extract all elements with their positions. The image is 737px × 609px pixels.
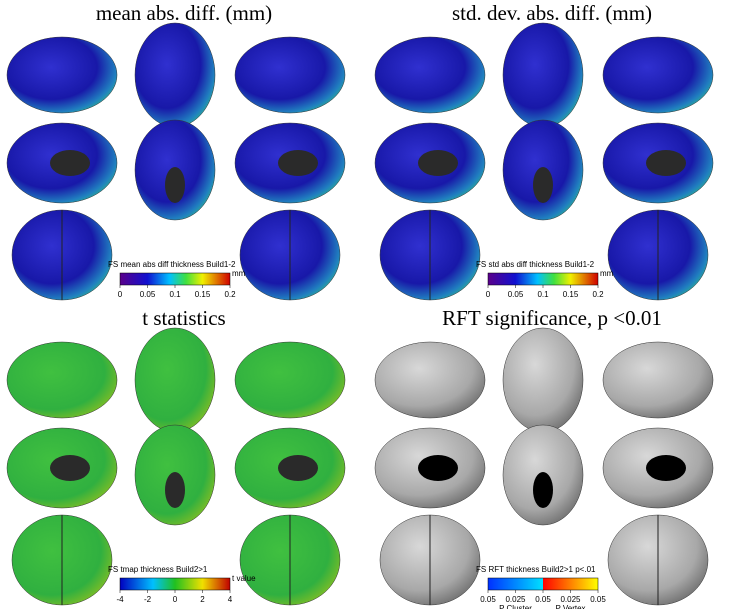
brain-medial-core <box>50 455 90 481</box>
colorbar <box>119 577 231 591</box>
brain-medial-core <box>646 150 686 176</box>
colorbar-tick-label: 2 <box>200 595 205 604</box>
colorbar-unit: t value <box>232 574 256 583</box>
colorbar-tick-label: 0 <box>486 290 491 299</box>
brain-medial-core <box>278 150 318 176</box>
brain-medial-core <box>533 167 553 203</box>
colorbar-tick-label: 0.05 <box>535 595 551 604</box>
panel: RFT significance, p <0.01 FS RFT thicknes… <box>374 306 714 609</box>
colorbar-label: FS mean abs diff thickness Build1-2 <box>108 260 236 269</box>
brain-view <box>6 341 118 419</box>
colorbar <box>487 272 599 286</box>
brain-view <box>502 327 584 433</box>
colorbar-unit: mm <box>232 269 246 278</box>
brain-medial-core <box>50 150 90 176</box>
colorbar-unit: mm <box>600 269 614 278</box>
colorbar-tick-label: 4 <box>228 595 233 604</box>
brain-view <box>502 22 584 128</box>
colorbar-tick-label: 0.05 <box>508 290 524 299</box>
panel-title: std. dev. abs. diff. (mm) <box>452 1 652 25</box>
colorbar-tick-label: 0.1 <box>537 290 549 299</box>
brain-view <box>602 36 714 114</box>
panel-title: RFT significance, p <0.01 <box>442 306 662 330</box>
colorbar-tick-label: 0.025 <box>560 595 581 604</box>
colorbar-tick-label: 0.15 <box>563 290 579 299</box>
colorbar <box>119 272 231 286</box>
colorbar-sublabel: P Cluster <box>499 604 532 609</box>
colorbar-tick-label: 0.05 <box>590 595 606 604</box>
colorbar-sublabel: P Vertex <box>555 604 585 609</box>
brain-medial-core <box>418 150 458 176</box>
brain-medial-core <box>278 455 318 481</box>
colorbar-tick-label: 0.025 <box>505 595 526 604</box>
colorbar-label: FS tmap thickness Build2>1 <box>108 565 208 574</box>
panel: t statistics FS tmap thickness Build2>1 -4… <box>6 306 346 606</box>
panel: mean abs. diff. (mm) FS mean abs diff thi… <box>6 1 346 301</box>
brain-view <box>234 341 346 419</box>
brain-view <box>602 341 714 419</box>
colorbar <box>487 577 599 591</box>
brain-medial-core <box>165 167 185 203</box>
brain-view <box>234 36 346 114</box>
colorbar-tick-label: 0.05 <box>480 595 496 604</box>
colorbar-tick-label: 0 <box>118 290 123 299</box>
colorbar-label: FS std abs diff thickness Build1-2 <box>476 260 595 269</box>
brain-medial-core <box>646 455 686 481</box>
colorbar-tick-label: 0.05 <box>140 290 156 299</box>
panel-title: mean abs. diff. (mm) <box>96 1 272 25</box>
brain-view <box>6 36 118 114</box>
panel-title: t statistics <box>142 306 225 330</box>
colorbar-tick-label: 0.15 <box>195 290 211 299</box>
brain-view <box>374 341 486 419</box>
brain-view <box>374 36 486 114</box>
brain-view <box>134 22 216 128</box>
brain-medial-core <box>533 472 553 508</box>
brain-medial-core <box>165 472 185 508</box>
colorbar-tick-label: -2 <box>144 595 152 604</box>
brain-view <box>134 327 216 433</box>
colorbar-label: FS RFT thickness Build2>1 p<.01 <box>476 565 596 574</box>
colorbar-tick-label: 0.2 <box>592 290 604 299</box>
colorbar-tick-label: 0.1 <box>169 290 181 299</box>
colorbar-tick-label: -4 <box>116 595 124 604</box>
colorbar-tick-label: 0.2 <box>224 290 236 299</box>
brain-medial-core <box>418 455 458 481</box>
panel: std. dev. abs. diff. (mm) FS std abs diff… <box>374 1 714 301</box>
colorbar-tick-label: 0 <box>173 595 178 604</box>
